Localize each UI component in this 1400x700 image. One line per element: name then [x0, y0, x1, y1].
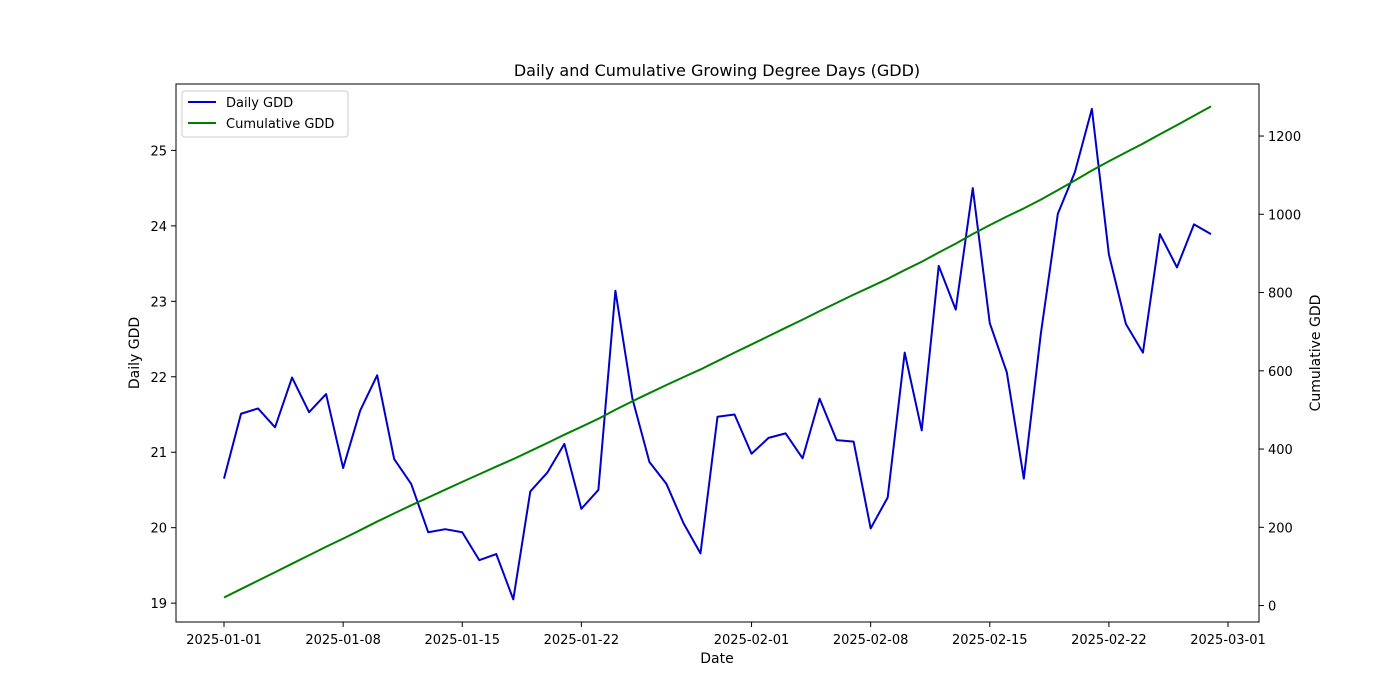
legend-label-cumulative-gdd: Cumulative GDD	[226, 117, 334, 132]
series-line-daily-gdd	[223, 107, 1212, 601]
x-axis-title: Date	[700, 651, 733, 667]
right-y-axis-title: Cumulative GDD	[1308, 295, 1324, 412]
x-tick-label: 2025-03-01	[1190, 633, 1266, 648]
x-tick-label: 2025-01-22	[544, 633, 620, 648]
x-axis: 2025-01-01 2025-01-08 2025-01-15 2025-01-22…	[186, 622, 1266, 648]
left-y-tick-label: 24	[150, 220, 167, 235]
left-y-tick-label: 19	[150, 597, 167, 612]
left-y-axis: 19 20 21 22 23 24 25	[150, 144, 176, 612]
left-y-axis-title: Daily GDD	[127, 317, 143, 389]
x-tick-label: 2025-02-01	[714, 633, 790, 648]
plot-area	[223, 105, 1212, 601]
right-y-tick-label: 1000	[1268, 208, 1301, 223]
axes	[175, 83, 1260, 623]
x-tick-label: 2025-01-01	[186, 633, 262, 648]
legend-box	[181, 90, 349, 138]
legend: Daily GDD Cumulative GDD	[181, 90, 349, 138]
right-y-tick-label: 600	[1268, 365, 1293, 380]
right-y-tick-label: 1200	[1268, 130, 1301, 145]
series-line-cumulative-gdd	[223, 105, 1212, 599]
x-tick-label: 2025-02-15	[952, 633, 1028, 648]
left-y-tick-label: 23	[150, 295, 167, 310]
right-y-tick-label: 800	[1268, 287, 1293, 302]
x-tick-label: 2025-01-15	[424, 633, 500, 648]
left-y-tick-label: 20	[150, 522, 167, 537]
left-y-tick-label: 21	[150, 446, 167, 461]
right-y-tick-label: 200	[1268, 521, 1293, 536]
legend-label-daily-gdd: Daily GDD	[226, 96, 293, 111]
x-tick-label: 2025-02-22	[1071, 633, 1147, 648]
chart-title: Daily and Cumulative Growing Degree Days…	[514, 61, 920, 80]
x-tick-label: 2025-02-08	[833, 633, 909, 648]
x-tick-label: 2025-01-08	[305, 633, 381, 648]
right-y-tick-label: 400	[1268, 443, 1293, 458]
right-y-axis: 0 200 400 600 800 1000 1200	[1259, 130, 1301, 615]
left-y-tick-label: 25	[150, 144, 167, 159]
right-y-tick-label: 0	[1268, 600, 1276, 615]
left-y-tick-label: 22	[150, 371, 167, 386]
plot-frame	[175, 83, 1260, 623]
